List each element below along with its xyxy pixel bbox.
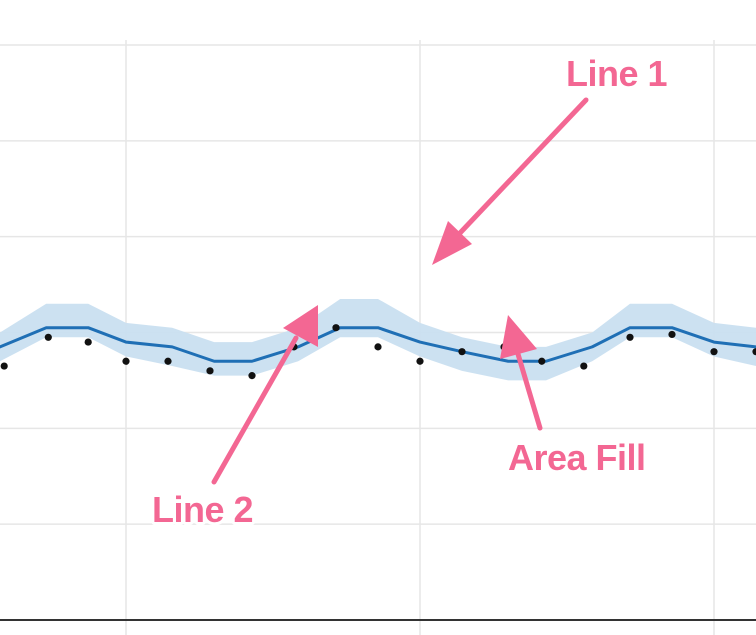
data-point xyxy=(206,367,214,375)
data-point xyxy=(580,362,588,370)
line-1-arrow xyxy=(432,97,589,265)
data-point xyxy=(44,333,52,341)
data-point xyxy=(164,357,172,365)
data-point xyxy=(374,343,382,351)
area-fill-band xyxy=(0,298,756,381)
data-point xyxy=(0,362,8,370)
area-fill-label: Area Fill xyxy=(508,437,646,478)
data-point xyxy=(458,348,466,356)
data-point xyxy=(332,324,340,332)
data-point xyxy=(84,338,92,346)
line-2-label: Line 2 xyxy=(152,489,253,530)
data-point xyxy=(668,330,676,339)
line-1-series xyxy=(0,326,756,363)
data-point xyxy=(122,357,130,365)
data-point xyxy=(752,348,756,356)
data-point xyxy=(538,357,546,365)
data-point xyxy=(626,333,634,341)
line-1-label: Line 1 xyxy=(566,53,668,94)
data-point xyxy=(416,357,424,365)
line-2-arrow xyxy=(211,305,318,485)
data-point xyxy=(710,348,718,356)
area-fill-arrow xyxy=(500,315,543,431)
data-point xyxy=(248,372,256,380)
